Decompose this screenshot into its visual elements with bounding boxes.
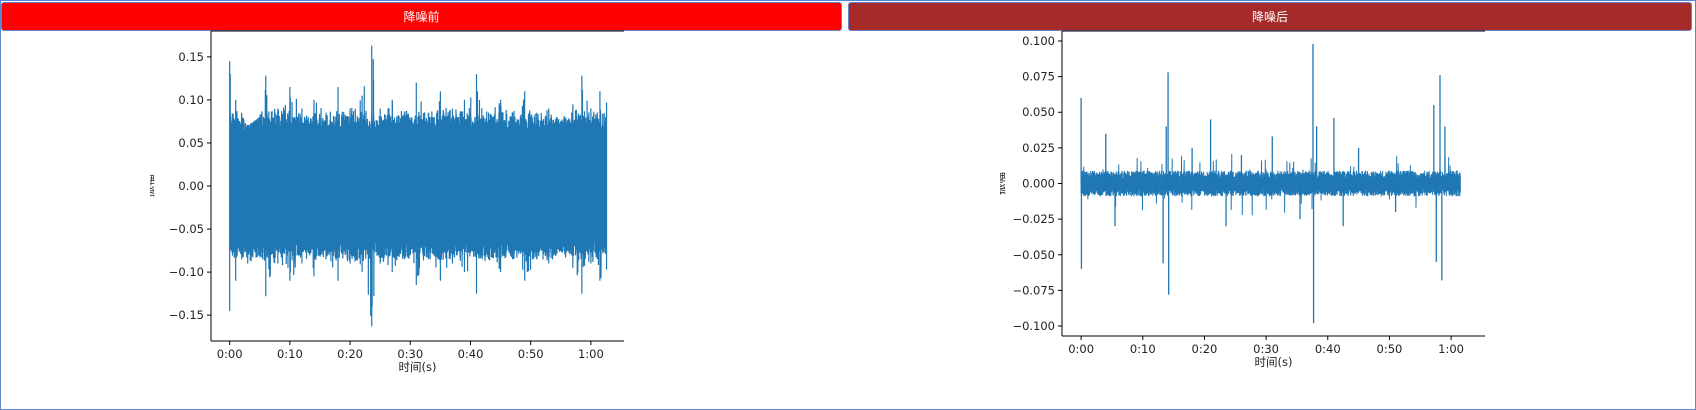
after-y-tick-label: 0.050 bbox=[1022, 105, 1055, 119]
before-x-tick-label: 0:30 bbox=[397, 347, 423, 361]
after-y-tick-label: −0.100 bbox=[1012, 319, 1055, 333]
waveform-chart-after: 0:00 0:10 0:20 0:30 0:40 0:50 1:00 −0.100 −0.075… bbox=[1000, 30, 1485, 369]
after-y-tick-label: 0.075 bbox=[1022, 70, 1055, 84]
before-x-tick-label: 0:50 bbox=[518, 347, 544, 361]
before-y-tick-label: 0.15 bbox=[178, 50, 204, 64]
waveform-chart-before: 0:00 0:10 0:20 0:30 0:40 0:50 1:00 −0.15 −0.10 −0… bbox=[150, 30, 624, 374]
before-x-tick-label: 0:10 bbox=[277, 347, 303, 361]
before-denoise-button[interactable]: 降噪前 bbox=[1, 2, 842, 31]
after-x-tick-label: 0:30 bbox=[1253, 342, 1279, 356]
before-x-axis-label: 时间(s) bbox=[399, 360, 437, 374]
after-y-tick-label: −0.025 bbox=[1012, 212, 1055, 226]
before-x-tick-label: 0:00 bbox=[217, 347, 243, 361]
after-waveform-line bbox=[1080, 153, 1461, 216]
before-waveform-line bbox=[229, 45, 608, 327]
before-y-tick-label: 0.00 bbox=[178, 179, 204, 193]
after-y-tick-label: 0.100 bbox=[1022, 34, 1055, 48]
after-x-tick-label: 0:00 bbox=[1068, 342, 1094, 356]
before-x-tick-label: 0:40 bbox=[458, 347, 484, 361]
after-x-tick-label: 0:10 bbox=[1130, 342, 1156, 356]
after-x-tick-label: 0:20 bbox=[1192, 342, 1218, 356]
after-x-tick-label: 0:50 bbox=[1377, 342, 1403, 356]
after-y-tick-label: 0.025 bbox=[1022, 141, 1055, 155]
after-denoise-button[interactable]: 降噪后 bbox=[848, 2, 1692, 31]
before-y-tick-label: −0.15 bbox=[169, 308, 204, 322]
after-y-tick-label: −0.075 bbox=[1012, 283, 1055, 297]
before-x-tick-label: 1:00 bbox=[578, 347, 604, 361]
before-y-tick-label: −0.10 bbox=[169, 265, 204, 279]
before-y-tick-label: 0.10 bbox=[178, 93, 204, 107]
before-y-tick-label: 0.05 bbox=[178, 136, 204, 150]
after-x-tick-label: 0:40 bbox=[1315, 342, 1341, 356]
before-y-tick-label: −0.05 bbox=[169, 222, 204, 236]
after-y-tick-label: 0.000 bbox=[1022, 177, 1055, 191]
before-x-tick-label: 0:20 bbox=[337, 347, 363, 361]
after-x-axis-label: 时间(s) bbox=[1255, 355, 1293, 369]
after-x-tick-label: 1:00 bbox=[1438, 342, 1464, 356]
after-y-tick-label: −0.050 bbox=[1012, 248, 1055, 262]
after-y-axis-label: 振幅 bbox=[1000, 172, 1007, 195]
before-y-axis-label: 振幅 bbox=[150, 175, 156, 198]
